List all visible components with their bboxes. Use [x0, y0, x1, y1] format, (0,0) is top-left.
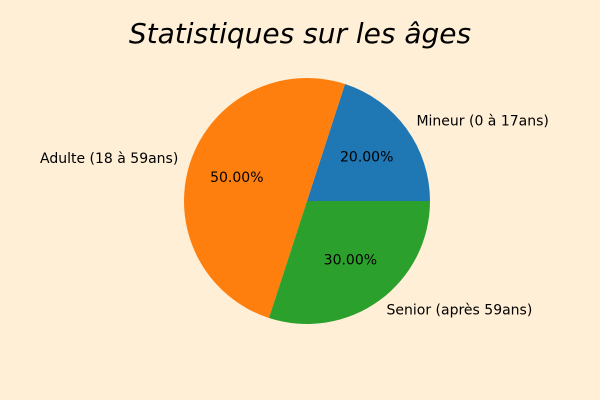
slice-percent-label: 50.00%	[210, 170, 263, 186]
pie-slice	[183, 77, 346, 318]
chart-title: Statistiques sur les âges	[129, 17, 471, 50]
slice-percent-label: 20.00%	[340, 150, 393, 166]
pie-labels: Mineur (0 à 17ans) 20.00% Adulte (18 à 59a…	[40, 113, 549, 318]
pie-slice	[307, 84, 430, 201]
slice-percent-label: 30.00%	[324, 253, 377, 269]
slice-label: Senior (après 59ans)	[387, 302, 533, 318]
pie-slice	[268, 201, 430, 325]
slice-label: Mineur (0 à 17ans)	[416, 113, 548, 129]
slice-label: Adulte (18 à 59ans)	[40, 151, 178, 167]
pie-slices	[183, 77, 430, 325]
